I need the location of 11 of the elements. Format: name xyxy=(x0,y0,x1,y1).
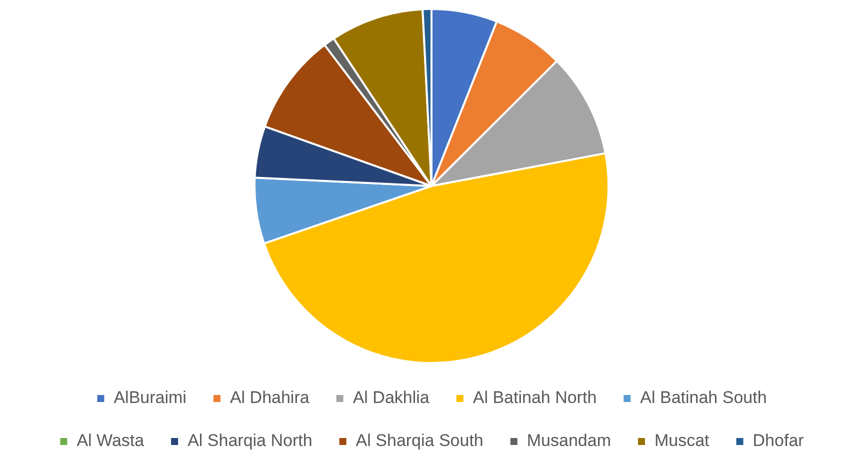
legend-label: Al Sharqia South xyxy=(356,431,484,450)
legend-label: Musandam xyxy=(526,431,611,450)
legend-label: Al Dakhlia xyxy=(352,388,430,408)
legend-label: Al Batinah South xyxy=(640,388,767,408)
legend-label: Al Batinah North xyxy=(472,388,597,408)
legend-label: Dhofar xyxy=(752,431,804,450)
legend-label: Al Sharqia North xyxy=(188,431,312,450)
legend-label: Muscat xyxy=(654,431,710,450)
legend-label: AlBuraimi xyxy=(114,388,186,408)
legend-label: Al Wasta xyxy=(76,431,145,450)
legend-label: Al Dhahira xyxy=(230,388,310,408)
